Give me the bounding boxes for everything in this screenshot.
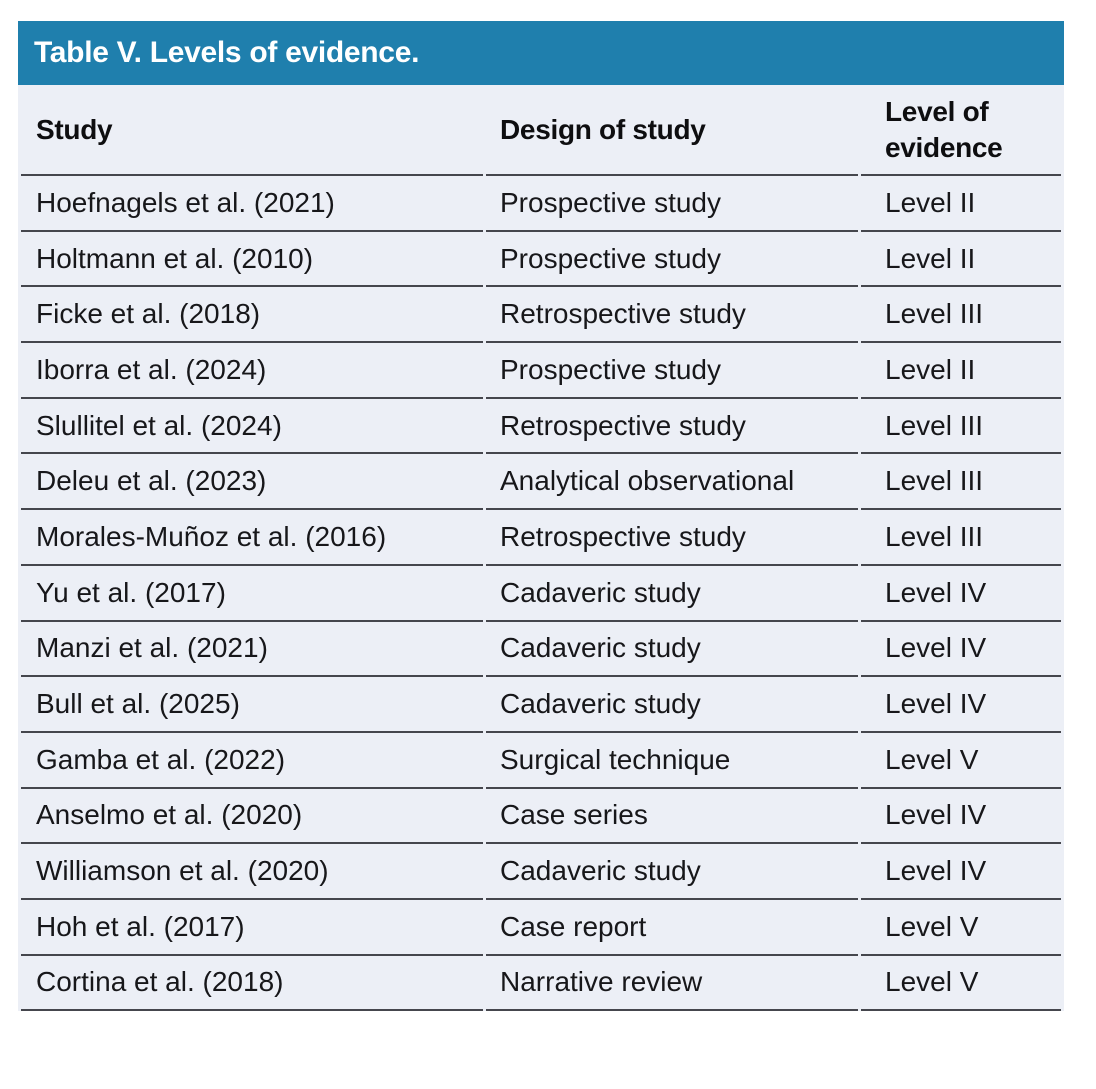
column-header-study: Study: [21, 85, 483, 176]
design-cell: Case series: [486, 789, 858, 845]
study-cell: Holtmann et al. (2010): [21, 232, 483, 288]
level-cell: Level V: [861, 900, 1061, 956]
design-cell: Cadaveric study: [486, 566, 858, 622]
table-row: Hoh et al. (2017) Case report Level V: [21, 900, 1061, 956]
table-row: Hoefnagels et al. (2021) Prospective stud…: [21, 176, 1061, 232]
table-row: Cortina et al. (2018) Narrative review Lev…: [21, 956, 1061, 1012]
study-cell: Morales-Muñoz et al. (2016): [21, 510, 483, 566]
study-cell: Slullitel et al. (2024): [21, 399, 483, 455]
table-row: Slullitel et al. (2024) Retrospective stu…: [21, 399, 1061, 455]
study-cell: Williamson et al. (2020): [21, 844, 483, 900]
header-row: Study Design of study Level of evidence: [21, 85, 1061, 176]
study-cell: Anselmo et al. (2020): [21, 789, 483, 845]
table-row: Anselmo et al. (2020) Case series Level IV: [21, 789, 1061, 845]
design-cell: Prospective study: [486, 176, 858, 232]
evidence-table-container: Table V. Levels of evidence. Study Desig…: [18, 21, 1064, 1012]
level-cell: Level II: [861, 343, 1061, 399]
study-cell: Gamba et al. (2022): [21, 733, 483, 789]
study-cell: Manzi et al. (2021): [21, 622, 483, 678]
design-cell: Cadaveric study: [486, 622, 858, 678]
level-cell: Level II: [861, 176, 1061, 232]
design-cell: Cadaveric study: [486, 677, 858, 733]
column-header-level: Level of evidence: [861, 85, 1061, 176]
evidence-table: Study Design of study Level of evidence …: [18, 85, 1064, 1012]
level-cell: Level IV: [861, 844, 1061, 900]
study-cell: Cortina et al. (2018): [21, 956, 483, 1012]
table-row: Deleu et al. (2023) Analytical observatio…: [21, 454, 1061, 511]
study-cell: Hoh et al. (2017): [21, 900, 483, 956]
level-cell: Level IV: [861, 677, 1061, 733]
table-row: Ficke et al. (2018) Retrospective study Le…: [21, 287, 1061, 344]
level-cell: Level III: [861, 454, 1061, 511]
table-row: Iborra et al. (2024) Prospective study Lev…: [21, 343, 1061, 399]
study-cell: Iborra et al. (2024): [21, 343, 483, 399]
table-body: Hoefnagels et al. (2021) Prospective stud…: [21, 176, 1061, 1012]
study-cell: Yu et al. (2017): [21, 566, 483, 622]
table-row: Holtmann et al. (2010) Prospective study L…: [21, 232, 1061, 288]
level-cell: Level IV: [861, 622, 1061, 678]
table-row: Morales-Muñoz et al. (2016) Retrospective…: [21, 510, 1061, 566]
level-cell: Level III: [861, 287, 1061, 344]
table-row: Bull et al. (2025) Cadaveric study Level I…: [21, 677, 1061, 733]
level-cell: Level V: [861, 956, 1061, 1012]
study-cell: Ficke et al. (2018): [21, 287, 483, 344]
level-cell: Level III: [861, 399, 1061, 455]
level-cell: Level IV: [861, 566, 1061, 622]
table-title: Table V. Levels of evidence.: [34, 36, 420, 69]
design-cell: Cadaveric study: [486, 844, 858, 900]
table-title-bar: Table V. Levels of evidence.: [18, 21, 1064, 85]
level-cell: Level V: [861, 733, 1061, 789]
table-row: Williamson et al. (2020) Cadaveric study L…: [21, 844, 1061, 900]
study-cell: Bull et al. (2025): [21, 677, 483, 733]
design-cell: Prospective study: [486, 343, 858, 399]
design-cell: Retrospective study: [486, 399, 858, 455]
level-cell: Level IV: [861, 789, 1061, 845]
table-row: Gamba et al. (2022) Surgical technique Lev…: [21, 733, 1061, 789]
design-cell: Surgical technique: [486, 733, 858, 789]
table-header: Study Design of study Level of evidence: [21, 85, 1061, 176]
table-row: Yu et al. (2017) Cadaveric study Level IV: [21, 566, 1061, 622]
design-cell: Case report: [486, 900, 858, 956]
study-cell: Hoefnagels et al. (2021): [21, 176, 483, 232]
design-cell: Narrative review: [486, 956, 858, 1012]
table-row: Manzi et al. (2021) Cadaveric study Level …: [21, 622, 1061, 678]
design-cell: Analytical observational: [486, 454, 858, 511]
level-cell: Level III: [861, 510, 1061, 566]
column-header-design: Design of study: [486, 85, 858, 176]
study-cell: Deleu et al. (2023): [21, 454, 483, 511]
design-cell: Retrospective study: [486, 287, 858, 344]
level-cell: Level II: [861, 232, 1061, 288]
design-cell: Prospective study: [486, 232, 858, 288]
design-cell: Retrospective study: [486, 510, 858, 566]
